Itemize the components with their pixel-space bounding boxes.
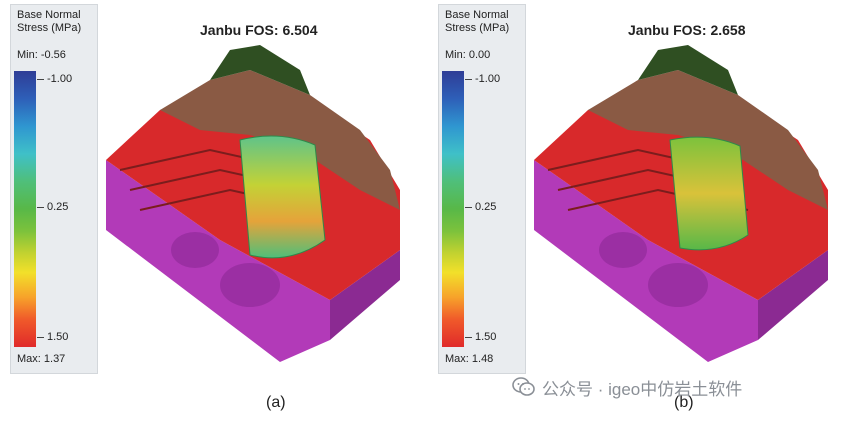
- model-base-right: [330, 250, 400, 340]
- watermark: 公众号 · igeo中仿岩土软件: [512, 374, 742, 400]
- stress-column: [669, 136, 749, 251]
- slope-3d-model: [534, 45, 828, 362]
- legend-max: Max: 1.37: [17, 353, 66, 365]
- base-lump-1: [599, 232, 647, 268]
- caption: (b): [674, 394, 694, 411]
- stress-legend: Base Normal Stress (MPa) Min: 0.00 -1.00…: [438, 4, 526, 374]
- slope-3d-model: [106, 45, 400, 362]
- tick-top: -1.00: [464, 73, 501, 85]
- legend-title-line1: Base Normal: [445, 9, 509, 21]
- base-lump-1: [171, 232, 219, 268]
- legend-title-line2: Stress (MPa): [445, 22, 510, 34]
- panel-a: Base Normal Stress (MPa) Min: -0.56 -1.0…: [0, 0, 420, 422]
- model-base: [106, 160, 330, 362]
- stress-column: [239, 135, 326, 259]
- tick-top: -1.00: [36, 73, 73, 85]
- colorbar: [14, 71, 36, 347]
- legend-min: Min: 0.00: [445, 49, 491, 61]
- legend-title: Base Normal Stress (MPa): [445, 9, 525, 35]
- base-lump-2: [220, 263, 280, 307]
- base-lump-2: [648, 263, 708, 307]
- legend-min: Min: -0.56: [17, 49, 66, 61]
- model-base: [534, 160, 758, 362]
- legend-title: Base Normal Stress (MPa): [17, 9, 97, 35]
- tick-mid: 0.25: [464, 201, 497, 213]
- panel-b: Base Normal Stress (MPa) Min: 0.00 -1.00…: [428, 0, 848, 422]
- watermark-text: 公众号 · igeo中仿岩土软件: [542, 379, 743, 399]
- caption: (a): [266, 394, 286, 411]
- fos-title: Janbu FOS: 2.658: [628, 22, 746, 38]
- stress-legend: Base Normal Stress (MPa) Min: -0.56 -1.0…: [10, 4, 98, 374]
- colorbar: [442, 71, 464, 347]
- model-base-right: [758, 250, 828, 340]
- tick-mid: 0.25: [36, 201, 69, 213]
- wechat-icon: [512, 377, 535, 396]
- legend-title-line2: Stress (MPa): [17, 22, 82, 34]
- vegetation: [638, 45, 738, 95]
- tick-bottom: 1.50: [464, 331, 497, 343]
- legend-max: Max: 1.48: [445, 353, 494, 365]
- tick-bottom: 1.50: [36, 331, 69, 343]
- vegetation: [210, 45, 310, 95]
- fos-title: Janbu FOS: 6.504: [200, 22, 318, 38]
- legend-title-line1: Base Normal: [17, 9, 81, 21]
